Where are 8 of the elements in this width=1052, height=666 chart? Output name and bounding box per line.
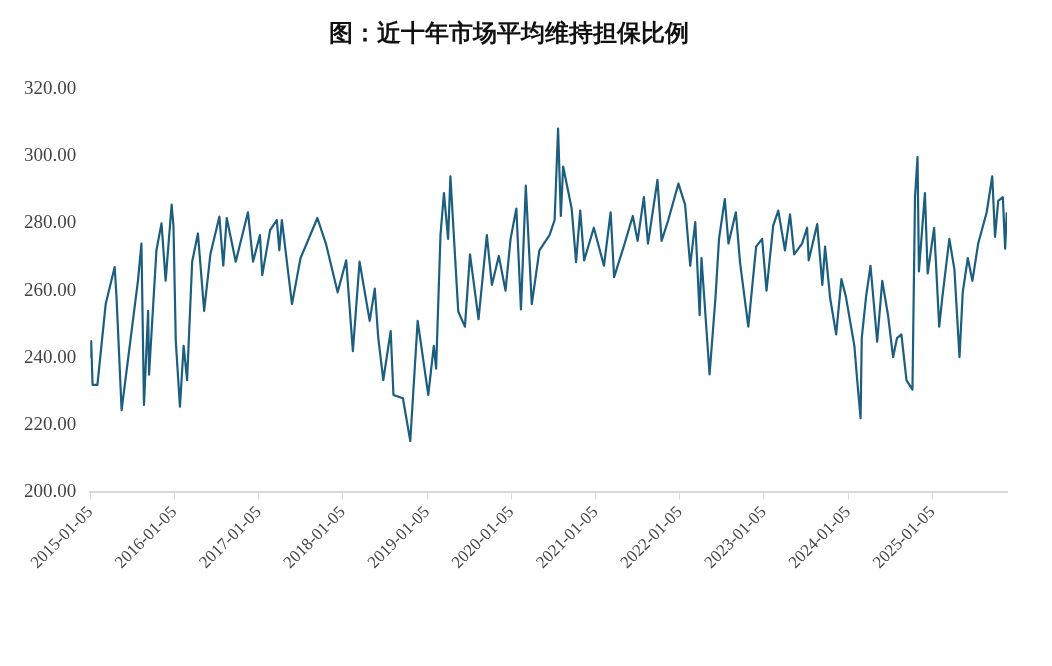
y-tick-label: 220.00 [24,413,77,435]
y-tick-label: 240.00 [24,345,77,367]
y-tick-label: 320.00 [24,76,77,98]
y-tick-label: 200.00 [24,480,77,502]
y-tick-label: 280.00 [24,211,77,233]
y-tick-label: 300.00 [24,144,77,166]
chart-title: 图：近十年市场平均维持担保比例 [328,18,689,47]
y-tick-label: 260.00 [24,278,77,300]
